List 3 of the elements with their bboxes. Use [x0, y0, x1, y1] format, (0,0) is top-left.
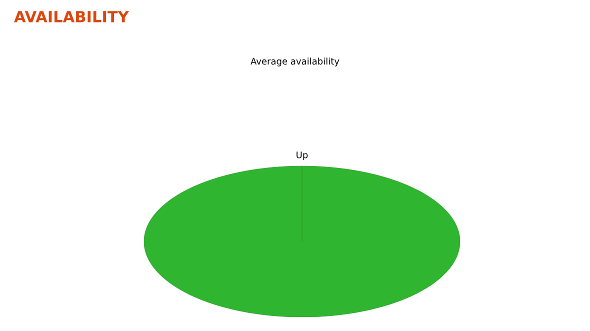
- chart-title: AVAILABILITY: [14, 11, 130, 22]
- chart-subtitle: Average availability: [250, 58, 340, 66]
- slice-label: Up: [296, 152, 308, 160]
